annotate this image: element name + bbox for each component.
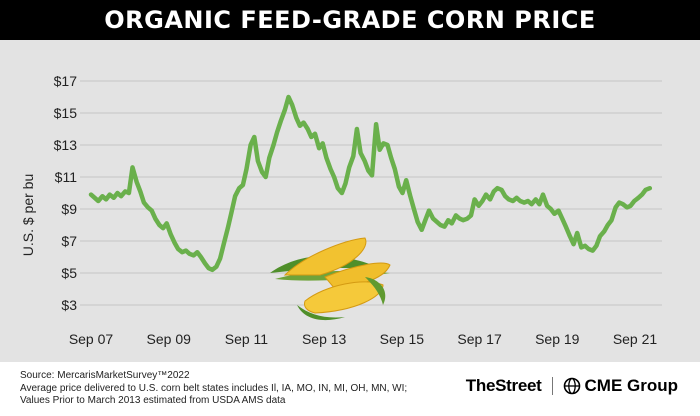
y-tick-label: $13 — [54, 137, 78, 153]
y-tick-label: $17 — [54, 73, 78, 89]
chart-title: ORGANIC FEED-GRADE CORN PRICE — [104, 6, 596, 34]
y-tick-label: $15 — [54, 105, 78, 121]
y-axis-label: U.S. $ per bu — [20, 174, 36, 257]
corn-husk-leaf — [365, 277, 386, 305]
x-tick-label: Sep 15 — [380, 331, 425, 347]
x-tick-label: Sep 19 — [535, 331, 580, 347]
x-tick-label: Sep 13 — [302, 331, 347, 347]
brand-logos: TheStreet CME Group — [466, 376, 678, 396]
cme-group-logo: CME Group — [563, 376, 679, 396]
x-tick-label: Sep 11 — [225, 331, 269, 347]
x-tick-label: Sep 09 — [147, 331, 192, 347]
x-tick-label: Sep 07 — [69, 331, 114, 347]
note-line: Values Prior to March 2013 estimated fro… — [20, 395, 286, 406]
x-axis-ticks: Sep 07 Sep 09 Sep 11 Sep 13 Sep 15 Sep 17 Sep … — [69, 331, 658, 347]
source-notes: Source: MercarisMarketSurvey™2022 Averag… — [20, 370, 407, 408]
corn-husk-leaf — [297, 305, 345, 321]
y-tick-label: $3 — [61, 297, 77, 313]
title-banner: ORGANIC FEED-GRADE CORN PRICE — [0, 0, 700, 40]
y-tick-label: $9 — [61, 201, 77, 217]
source-line: Source: MercarisMarketSurvey™2022 — [20, 370, 190, 381]
globe-icon — [563, 377, 580, 395]
corn-cob — [283, 237, 367, 276]
y-axis-ticks: $3 $5 $7 $9 $11 $13 $15 $17 — [54, 73, 78, 313]
x-tick-label: Sep 21 — [613, 331, 658, 347]
cme-group-label: CME Group — [584, 376, 679, 395]
y-tick-label: $11 — [55, 169, 78, 185]
line-chart: $3$5$7$9$11$13$15$17 Sep 07 Sep 09 Sep 11 S… — [20, 73, 662, 347]
price-series-line — [88, 94, 653, 273]
note-line: Average price delivered to U.S. corn bel… — [20, 382, 408, 394]
chart-panel — [0, 40, 700, 362]
y-tick-label: $7 — [61, 233, 77, 249]
thestreet-logo: TheStreet — [465, 376, 542, 395]
x-tick-label: Sep 17 — [457, 331, 502, 347]
corn-cob — [304, 281, 384, 314]
y-tick-label: $5 — [61, 265, 77, 281]
logo-divider — [551, 377, 553, 395]
corn-illustration — [270, 237, 391, 321]
footer: Source: MercarisMarketSurvey™2022 Averag… — [0, 362, 700, 416]
